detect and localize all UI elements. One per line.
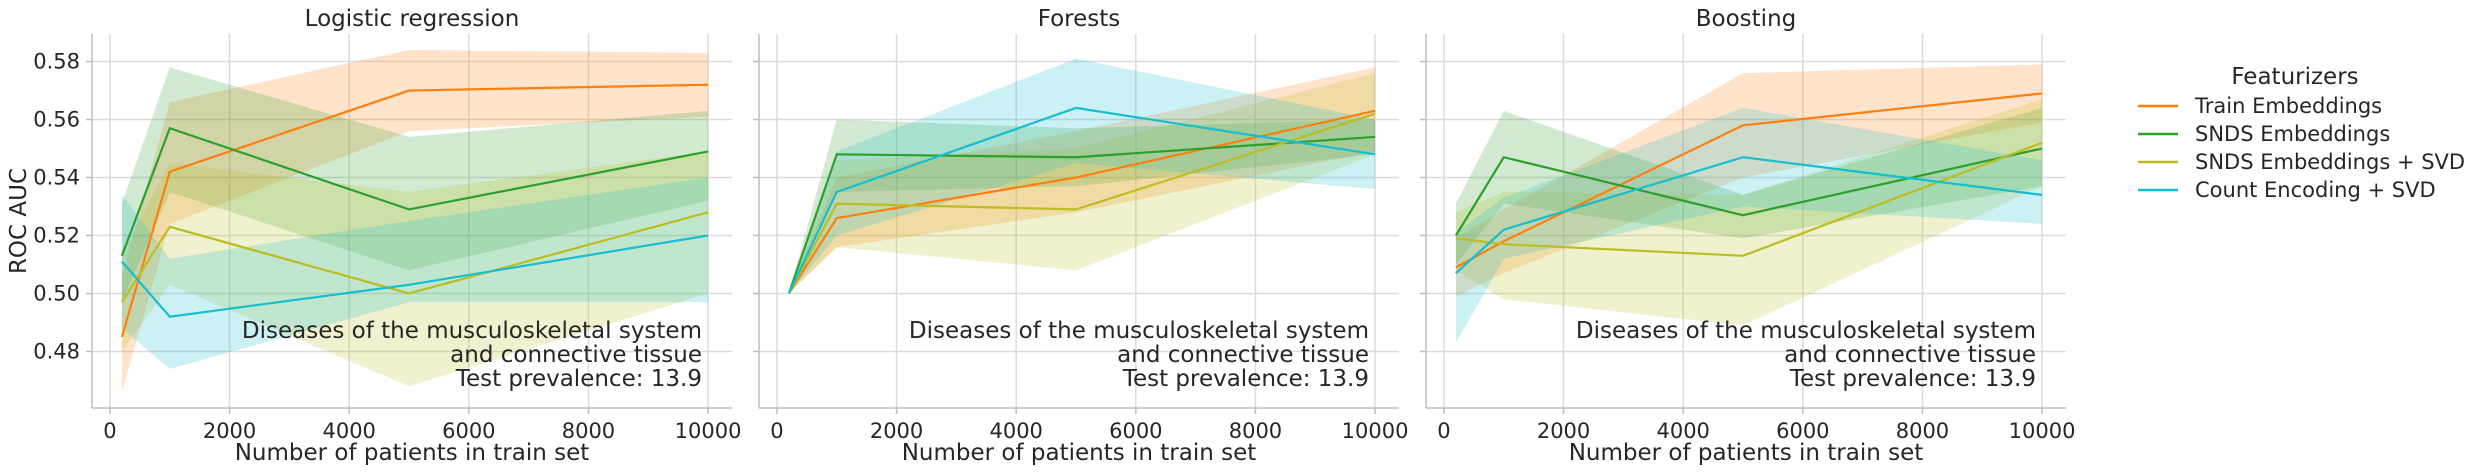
x-tick-label: 0	[770, 419, 783, 443]
x-tick-label: 8000	[1229, 419, 1282, 443]
legend-label: SNDS Embeddings	[2195, 122, 2390, 146]
x-axis-label: Number of patients in train set	[235, 440, 590, 466]
x-tick-label: 4000	[989, 419, 1042, 443]
y-tick-label: 0.56	[33, 108, 80, 132]
x-tick-label: 6000	[1109, 419, 1162, 443]
panel-2: 0 2000 4000 6000 8000 10000 Forests Number of p…	[753, 6, 1408, 466]
legend-label: Count Encoding + SVD	[2195, 178, 2436, 202]
confidence-band-4	[1455, 107, 2043, 343]
series-line-1	[120, 83, 709, 338]
annotation-line: and connective tissue	[1784, 342, 2036, 368]
x-tick-label: 6000	[1776, 419, 1829, 443]
x-axis-label: Number of patients in train set	[902, 440, 1257, 466]
x-tick-label: 8000	[562, 419, 615, 443]
series-line-4	[121, 234, 709, 318]
y-tick-label: 0.58	[33, 50, 80, 74]
x-tick-label: 0	[1437, 419, 1450, 443]
legend: Featurizers Train Embeddings SNDS Embeddin…	[2138, 64, 2465, 202]
series-line-1	[1455, 92, 2043, 269]
annotation-line: Diseases of the musculoskeletal system	[1576, 318, 2036, 344]
series-line-2	[120, 126, 709, 257]
confidence-band-1	[121, 49, 709, 393]
series-line-2	[1454, 147, 2043, 237]
annotation-line: and connective tissue	[450, 342, 702, 368]
panel-1: 0 2000 4000 6000 8000 10000 0.48 0.50 0.52 0.54 0.…	[33, 6, 741, 466]
confidence-band-3	[1455, 99, 2043, 326]
x-tick-label: 6000	[442, 419, 495, 443]
confidence-band-4	[121, 177, 709, 369]
series-line-4	[787, 106, 1376, 294]
x-tick-label: 2000	[870, 419, 923, 443]
series-line-3	[1455, 141, 2043, 257]
series-line-3	[120, 211, 709, 303]
x-tick-label: 10000	[2009, 419, 2076, 443]
x-tick-label: 10000	[675, 419, 742, 443]
x-tick-label: 4000	[1656, 419, 1709, 443]
series-line-4	[1455, 156, 2043, 275]
series-line-1	[787, 109, 1376, 295]
annotation-line: Test prevalence: 13.9	[1789, 366, 2036, 392]
confidence-band-2	[788, 119, 1376, 294]
annotation-line: Diseases of the musculoskeletal system	[909, 318, 1369, 344]
annotation-line: and connective tissue	[1117, 342, 1369, 368]
x-tick-label: 0	[103, 419, 116, 443]
y-tick-label: 0.48	[33, 339, 80, 363]
legend-title: Featurizers	[2231, 64, 2358, 90]
series-line-2	[787, 135, 1376, 294]
annotation-line: Diseases of the musculoskeletal system	[242, 318, 702, 344]
confidence-band-1	[1455, 64, 2043, 297]
panel-title: Boosting	[1696, 6, 1797, 32]
panel-title: Forests	[1038, 6, 1121, 32]
series-line-3	[787, 112, 1376, 294]
y-tick-label: 0.52	[33, 223, 80, 247]
legend-label: Train Embeddings	[2194, 94, 2382, 118]
x-tick-label: 2000	[1537, 419, 1590, 443]
x-tick-label: 10000	[1342, 419, 1409, 443]
confidence-band-2	[1455, 107, 2043, 265]
x-tick-label: 4000	[322, 419, 375, 443]
annotation-line: Test prevalence: 13.9	[455, 366, 702, 392]
annotation-line: Test prevalence: 13.9	[1122, 366, 1369, 392]
panel-title: Logistic regression	[305, 6, 520, 32]
x-tick-label: 8000	[1896, 419, 1949, 443]
x-tick-label: 2000	[203, 419, 256, 443]
confidence-band-4	[788, 58, 1376, 294]
confidence-band-1	[788, 67, 1376, 294]
legend-label: SNDS Embeddings + SVD	[2195, 150, 2465, 174]
y-axis-label: ROC AUC	[6, 168, 32, 274]
y-tick-label: 0.54	[33, 166, 80, 190]
confidence-band-3	[121, 151, 709, 387]
panel-3: 0 2000 4000 6000 8000 10000 Boosting Number of …	[1420, 6, 2075, 466]
x-axis-label: Number of patients in train set	[1569, 440, 1924, 466]
confidence-band-2	[121, 67, 709, 303]
confidence-band-3	[788, 73, 1376, 294]
y-tick-label: 0.50	[33, 281, 80, 305]
